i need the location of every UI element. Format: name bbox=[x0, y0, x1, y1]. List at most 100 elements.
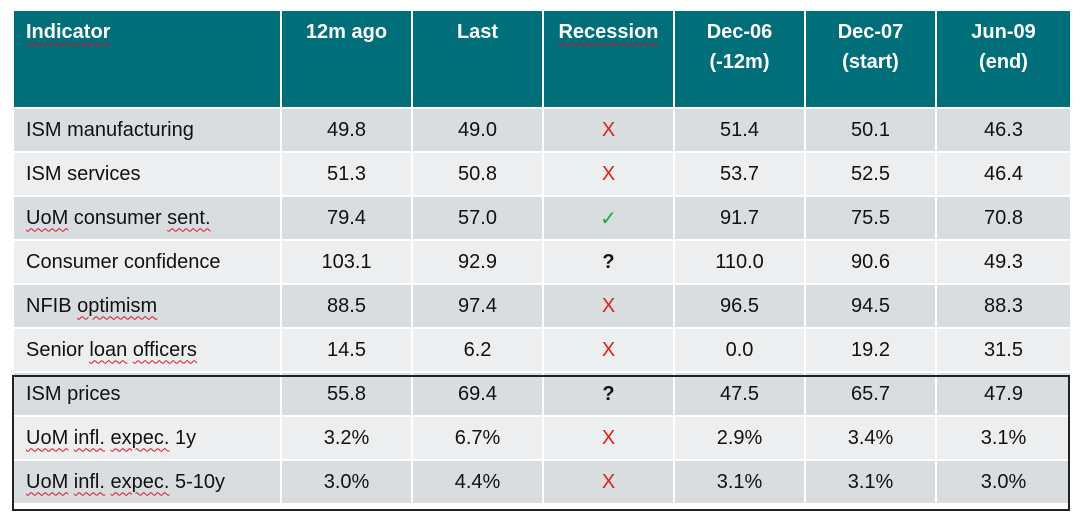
value-12m-ago: 88.5 bbox=[280, 283, 413, 329]
value-12m-ago: 103.1 bbox=[280, 239, 413, 285]
value-12m-ago: 51.3 bbox=[280, 151, 413, 197]
value-dec07-text: 90.6 bbox=[851, 250, 890, 273]
value-dec06-text: 91.7 bbox=[720, 206, 759, 229]
value-dec07-text: 19.2 bbox=[851, 338, 890, 361]
value-jun09: 46.3 bbox=[935, 107, 1072, 153]
value-dec06: 53.7 bbox=[673, 151, 806, 197]
value-last: 49.0 bbox=[411, 107, 544, 153]
value-12m-ago-text: 3.0% bbox=[323, 470, 370, 493]
value-dec07-text: 94.5 bbox=[851, 294, 890, 317]
indicator-cell-text: UoM consumer sent. bbox=[26, 206, 211, 229]
table-row: UoM consumer sent. 79.4 57.0 ✓ 91.7 75.5 70.8 bbox=[12, 195, 1072, 241]
value-dec07-text: 3.4% bbox=[847, 426, 894, 449]
value-dec07: 3.4% bbox=[804, 415, 937, 461]
table-row: ISM prices 55.8 69.4? 47.5 65.7 47.9 bbox=[12, 371, 1072, 417]
indicator-cell: Senior loan officers bbox=[12, 327, 282, 373]
indicator-cell: ISM manufacturing bbox=[12, 107, 282, 153]
value-dec06-text: 2.9% bbox=[716, 426, 763, 449]
indicator-cell: NFIB optimism bbox=[12, 283, 282, 329]
recession-mark: X bbox=[542, 151, 675, 197]
value-jun09-text: 3.0% bbox=[980, 470, 1027, 493]
value-last: 6.7% bbox=[411, 415, 544, 461]
value-dec07: 19.2 bbox=[804, 327, 937, 373]
value-12m-ago-text: 49.8 bbox=[327, 118, 366, 141]
value-dec06: 51.4 bbox=[673, 107, 806, 153]
recession-mark: X bbox=[542, 459, 675, 505]
value-last: 57.0 bbox=[411, 195, 544, 241]
x-mark-icon: X bbox=[601, 470, 616, 493]
indicator-cell: UoM infl. expec. 5-10y bbox=[12, 459, 282, 505]
x-mark-icon: X bbox=[601, 294, 616, 317]
value-jun09: 70.8 bbox=[935, 195, 1072, 241]
indicator-cell-text: UoM infl. expec. 1y bbox=[26, 426, 197, 449]
question-mark-icon: ? bbox=[602, 250, 615, 273]
value-dec06-text: 3.1% bbox=[716, 470, 763, 493]
indicator-cell: Consumer confidence bbox=[12, 239, 282, 285]
x-mark-icon: X bbox=[601, 338, 616, 361]
value-dec07: 52.5 bbox=[804, 151, 937, 197]
value-last-text: 57.0 bbox=[458, 206, 497, 229]
value-last: 4.4% bbox=[411, 459, 544, 505]
header-indicator: Indicator bbox=[12, 9, 282, 109]
recession-mark: X bbox=[542, 415, 675, 461]
indicator-cell-text: ISM prices bbox=[26, 382, 121, 405]
value-jun09-text: 31.5 bbox=[984, 338, 1023, 361]
value-12m-ago: 3.0% bbox=[280, 459, 413, 505]
value-dec07-text: 50.1 bbox=[851, 118, 890, 141]
value-dec06: 0.0 bbox=[673, 327, 806, 373]
value-12m-ago: 14.5 bbox=[280, 327, 413, 373]
value-last-text: 50.8 bbox=[458, 162, 497, 185]
table-row: Senior loan officers 14.5 6.2 X 0.0 19.2 31.5 bbox=[12, 327, 1072, 373]
value-last: 50.8 bbox=[411, 151, 544, 197]
value-dec07: 90.6 bbox=[804, 239, 937, 285]
value-dec06: 110.0 bbox=[673, 239, 806, 285]
value-dec07: 50.1 bbox=[804, 107, 937, 153]
x-mark-icon: X bbox=[601, 162, 616, 185]
value-jun09-text: 70.8 bbox=[984, 206, 1023, 229]
table-row: Consumer confidence 103.1 92.9? 110.0 90.6 49… bbox=[12, 239, 1072, 285]
indicator-cell-text: NFIB optimism bbox=[26, 294, 158, 317]
value-12m-ago-text: 79.4 bbox=[327, 206, 366, 229]
header-recession: Recession bbox=[542, 9, 675, 109]
value-12m-ago-text: 103.1 bbox=[321, 250, 372, 273]
value-12m-ago: 55.8 bbox=[280, 371, 413, 417]
value-jun09: 3.0% bbox=[935, 459, 1072, 505]
value-jun09: 3.1% bbox=[935, 415, 1072, 461]
value-12m-ago: 79.4 bbox=[280, 195, 413, 241]
value-jun09-text: 49.3 bbox=[984, 250, 1023, 273]
indicator-table: Indicator 12m ago Last Recession Dec-06(… bbox=[12, 9, 1072, 505]
value-dec06-text: 0.0 bbox=[725, 338, 754, 361]
value-last-text: 92.9 bbox=[458, 250, 497, 273]
value-jun09-text: 46.4 bbox=[984, 162, 1023, 185]
value-jun09: 46.4 bbox=[935, 151, 1072, 197]
indicator-cell-text: ISM services bbox=[26, 162, 141, 185]
value-last-text: 69.4 bbox=[458, 382, 497, 405]
value-12m-ago: 3.2% bbox=[280, 415, 413, 461]
indicator-cell: UoM consumer sent. bbox=[12, 195, 282, 241]
recession-mark: ✓ bbox=[542, 195, 675, 241]
recession-mark: ? bbox=[542, 371, 675, 417]
value-last: 69.4 bbox=[411, 371, 544, 417]
value-dec06: 91.7 bbox=[673, 195, 806, 241]
value-dec06: 3.1% bbox=[673, 459, 806, 505]
indicator-cell-text: Senior loan officers bbox=[26, 338, 197, 361]
value-last-text: 6.2 bbox=[463, 338, 492, 361]
x-mark-icon: X bbox=[601, 426, 616, 449]
header-last: Last bbox=[411, 9, 544, 109]
value-dec06: 47.5 bbox=[673, 371, 806, 417]
recession-mark: ? bbox=[542, 239, 675, 285]
value-dec06-text: 47.5 bbox=[720, 382, 759, 405]
value-dec07-text: 52.5 bbox=[851, 162, 890, 185]
value-last-text: 49.0 bbox=[458, 118, 497, 141]
table-row: NFIB optimism 88.5 97.4 X 96.5 94.5 88.3 bbox=[12, 283, 1072, 329]
value-jun09-text: 46.3 bbox=[984, 118, 1023, 141]
header-dec07: Dec-07 (start) bbox=[804, 9, 937, 109]
value-jun09: 49.3 bbox=[935, 239, 1072, 285]
header-dec06: Dec-06 (-12m) bbox=[673, 9, 806, 109]
value-jun09: 31.5 bbox=[935, 327, 1072, 373]
value-last-text: 97.4 bbox=[458, 294, 497, 317]
value-12m-ago-text: 51.3 bbox=[327, 162, 366, 185]
value-12m-ago-text: 14.5 bbox=[327, 338, 366, 361]
value-dec07: 65.7 bbox=[804, 371, 937, 417]
value-last-text: 6.7% bbox=[454, 426, 501, 449]
